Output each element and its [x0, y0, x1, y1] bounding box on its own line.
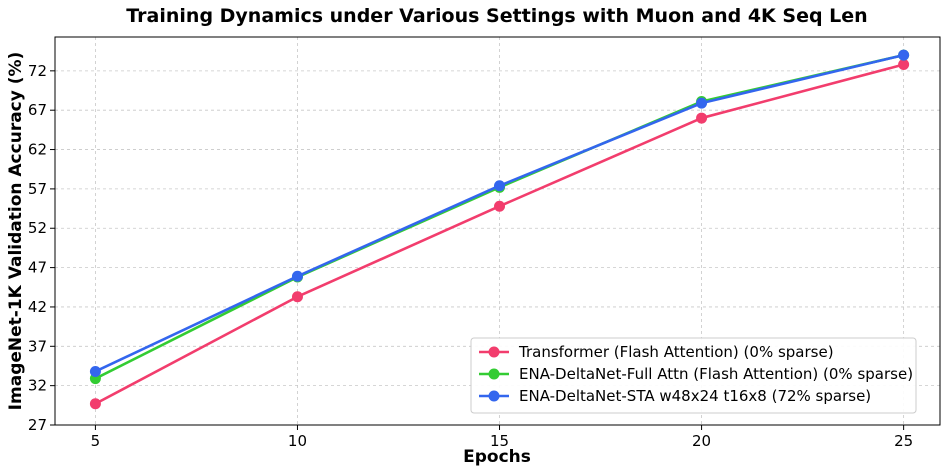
data-point [291, 270, 303, 282]
y-tick-label: 27 [28, 416, 47, 434]
plot-frame [54, 36, 941, 426]
legend-entry: Transformer (Flash Attention) (0% sparse… [479, 343, 834, 361]
y-tick-label: 47 [28, 259, 47, 277]
legend-label: ENA-DeltaNet-STA w48x24 t16x8 (72% spars… [519, 387, 871, 405]
series-3 [89, 49, 910, 377]
data-point [696, 97, 708, 109]
y-axis-label: ImageNet-1K Validation Accuracy (%) [6, 52, 26, 411]
x-axis-label: Epochs [463, 447, 531, 467]
series-1 [89, 59, 910, 410]
x-axis-ticks: 5 10 15 20 25 [91, 425, 913, 450]
y-tick-label: 37 [28, 337, 47, 355]
y-axis-ticks: 27 32 37 42 47 52 57 62 67 72 [28, 62, 55, 434]
chart-title: Training Dynamics under Various Settings… [126, 5, 867, 27]
legend-label: ENA-DeltaNet-Full Attn (Flash Attention)… [519, 365, 913, 383]
legend-swatch-marker [488, 390, 500, 402]
legend-entry: ENA-DeltaNet-Full Attn (Flash Attention)… [479, 365, 913, 383]
x-tick-label: 10 [288, 432, 307, 450]
data-point [898, 59, 910, 71]
data-point [898, 49, 910, 61]
y-tick-label: 42 [28, 298, 47, 316]
data-point [696, 112, 708, 124]
data-point [494, 180, 506, 192]
y-tick-label: 62 [28, 141, 47, 159]
legend-swatch-marker [488, 346, 500, 358]
y-tick-label: 32 [28, 377, 47, 395]
y-tick-label: 57 [28, 180, 47, 198]
data-point [494, 200, 506, 212]
x-tick-label: 5 [91, 432, 101, 450]
y-tick-label: 72 [28, 62, 47, 80]
data-point [89, 365, 101, 377]
legend-box [470, 337, 917, 414]
data-point [89, 398, 101, 410]
legend: Transformer (Flash Attention) (0% sparse… [470, 337, 917, 414]
data-point [291, 291, 303, 303]
grid-lines [55, 37, 940, 426]
legend-entry: ENA-DeltaNet-STA w48x24 t16x8 (72% spars… [479, 387, 871, 405]
legend-label: Transformer (Flash Attention) (0% sparse… [518, 343, 834, 361]
x-tick-label: 15 [490, 432, 509, 450]
y-tick-label: 52 [28, 219, 47, 237]
series-lines [89, 49, 910, 410]
legend-swatch-marker [488, 368, 500, 380]
x-tick-label: 20 [692, 432, 711, 450]
x-tick-label: 25 [894, 432, 913, 450]
y-tick-label: 67 [28, 101, 47, 119]
